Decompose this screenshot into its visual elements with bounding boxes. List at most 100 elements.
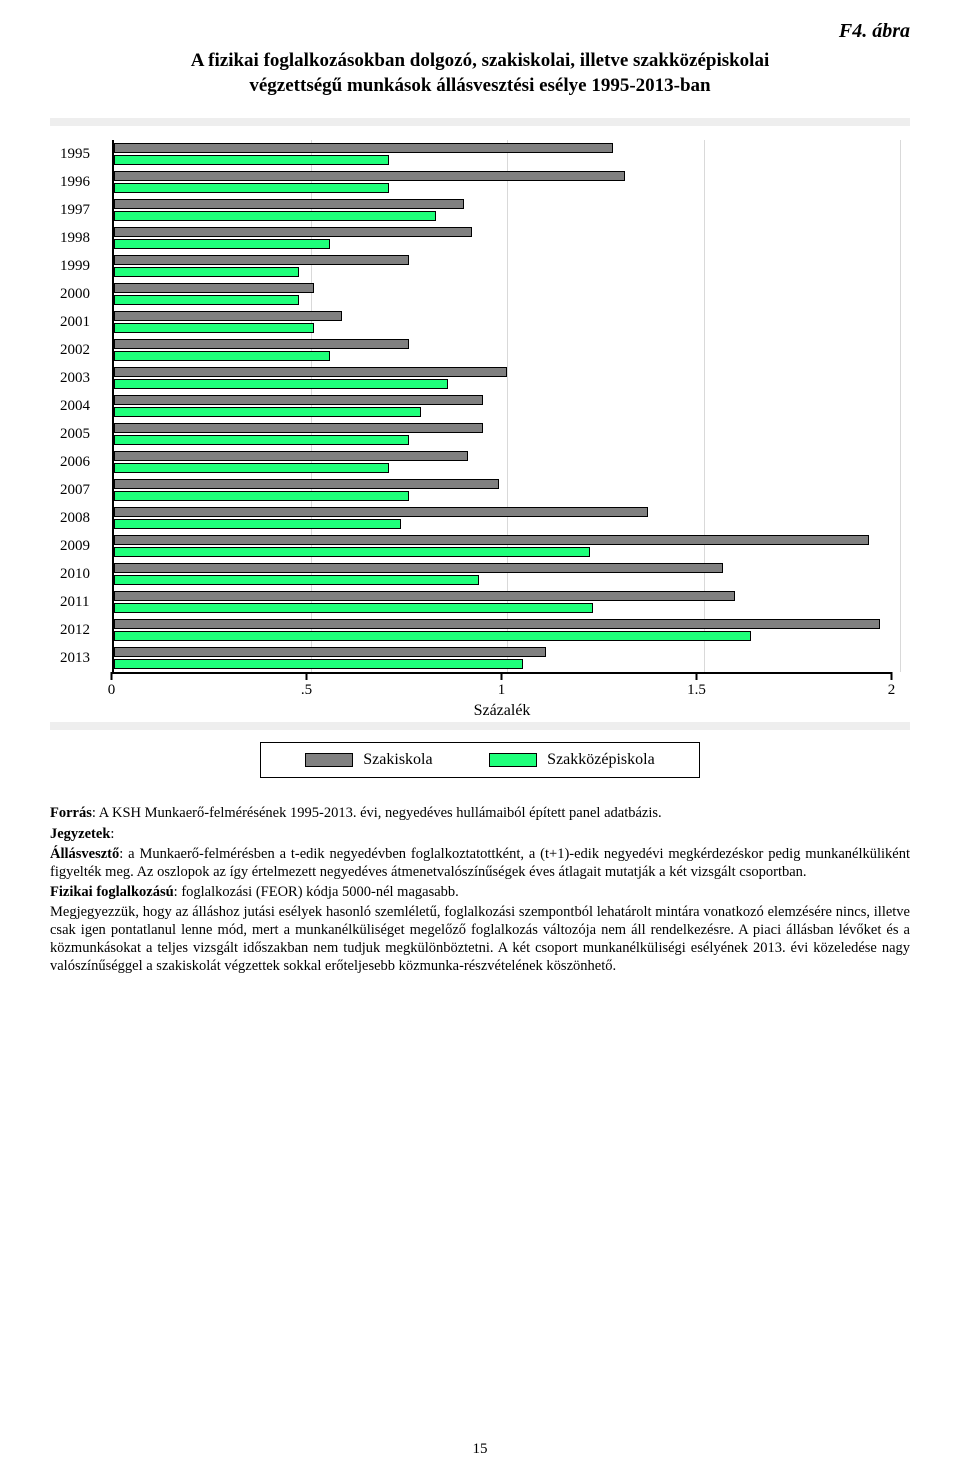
bar-szakiskola: [114, 255, 409, 265]
bar-row: [114, 140, 900, 168]
bar-szakiskola: [114, 199, 464, 209]
jobloss-text: : a Munkaerő-felmérésben a t-edik negyed…: [50, 846, 910, 880]
bar-szakiskola: [114, 647, 546, 657]
notes-colon: :: [110, 826, 114, 842]
x-tick-label: 1.5: [687, 682, 706, 699]
title-line1: A fizikai foglalkozásokban dolgozó, szak…: [191, 50, 770, 71]
bar-szakiskola: [114, 227, 472, 237]
bar-szakkozepiskola: [114, 323, 314, 333]
x-tick-label: .5: [301, 682, 312, 699]
y-tick-label: 2007: [60, 476, 104, 504]
bar-row: [114, 252, 900, 280]
x-axis: Százalék 0.511.52: [112, 672, 892, 722]
y-tick-label: 1995: [60, 140, 104, 168]
y-tick-label: 2009: [60, 532, 104, 560]
y-tick-label: 2002: [60, 336, 104, 364]
y-tick-label: 2004: [60, 392, 104, 420]
bar-row: [114, 308, 900, 336]
bar-szakiskola: [114, 619, 880, 629]
x-tick-label: 0: [108, 682, 116, 699]
figure-label: F4. ábra: [50, 20, 910, 43]
remark-text: Megjegyezzük, hogy az álláshoz jutási es…: [50, 903, 910, 976]
chart-container: 1995199619971998199920002001200220032004…: [50, 118, 910, 778]
notes-block: Forrás: A KSH Munkaerő-felmérésének 1995…: [50, 804, 910, 975]
bar-szakiskola: [114, 143, 613, 153]
bar-szakkozepiskola: [114, 575, 479, 585]
bar-row: [114, 336, 900, 364]
y-tick-label: 2013: [60, 644, 104, 672]
bar-szakkozepiskola: [114, 463, 389, 473]
bar-szakkozepiskola: [114, 435, 409, 445]
x-tick-mark: [891, 672, 893, 680]
y-tick-label: 2003: [60, 364, 104, 392]
y-tick-label: 2006: [60, 448, 104, 476]
y-tick-label: 2012: [60, 616, 104, 644]
x-tick-label: 1: [498, 682, 506, 699]
legend-label-a: Szakiskola: [363, 751, 432, 769]
physical-text: : foglalkozási (FEOR) kódja 5000-nél mag…: [174, 884, 459, 900]
bar-szakiskola: [114, 535, 869, 545]
legend-item-a: Szakiskola: [305, 751, 432, 769]
bar-row: [114, 364, 900, 392]
title-line2: végzettségű munkások állásvesztési esély…: [249, 75, 710, 96]
legend-swatch-b: [489, 753, 537, 767]
x-tick-mark: [111, 672, 113, 680]
bar-row: [114, 392, 900, 420]
bar-szakkozepiskola: [114, 155, 389, 165]
bar-szakkozepiskola: [114, 407, 421, 417]
bar-row: [114, 560, 900, 588]
bar-szakkozepiskola: [114, 379, 448, 389]
bar-szakkozepiskola: [114, 547, 590, 557]
chart-title: A fizikai foglalkozásokban dolgozó, szak…: [70, 49, 890, 98]
x-tick: 1.5: [697, 672, 698, 680]
y-tick-label: 1999: [60, 252, 104, 280]
x-tick: 0: [112, 672, 113, 680]
legend-swatch-a: [305, 753, 353, 767]
y-tick-label: 2011: [60, 588, 104, 616]
bar-szakiskola: [114, 423, 483, 433]
bar-szakiskola: [114, 367, 507, 377]
bar-szakkozepiskola: [114, 211, 436, 221]
bar-szakiskola: [114, 339, 409, 349]
y-tick-label: 1997: [60, 196, 104, 224]
bar-row: [114, 532, 900, 560]
y-tick-label: 1996: [60, 168, 104, 196]
bar-row: [114, 504, 900, 532]
bars-plot: [112, 140, 900, 672]
physical-label: Fizikai foglalkozású: [50, 884, 174, 900]
bar-row: [114, 448, 900, 476]
bar-szakkozepiskola: [114, 659, 523, 669]
legend: Szakiskola Szakközépiskola: [260, 742, 700, 778]
x-tick-label: 2: [888, 682, 896, 699]
y-tick-label: 1998: [60, 224, 104, 252]
plot-area: 1995199619971998199920002001200220032004…: [50, 118, 910, 730]
bar-szakiskola: [114, 479, 499, 489]
jobloss-label: Állásvesztő: [50, 846, 119, 862]
bar-szakkozepiskola: [114, 267, 299, 277]
bar-szakkozepiskola: [114, 519, 401, 529]
x-tick-mark: [306, 672, 308, 680]
bar-row: [114, 616, 900, 644]
bar-szakkozepiskola: [114, 491, 409, 501]
bar-row: [114, 168, 900, 196]
y-axis-labels: 1995199619971998199920002001200220032004…: [60, 140, 112, 672]
bar-szakkozepiskola: [114, 183, 389, 193]
bar-szakkozepiskola: [114, 239, 330, 249]
legend-item-b: Szakközépiskola: [489, 751, 655, 769]
bar-szakiskola: [114, 395, 483, 405]
bar-szakiskola: [114, 311, 342, 321]
bar-szakiskola: [114, 451, 468, 461]
x-tick-mark: [501, 672, 503, 680]
source-text: : A KSH Munkaerő-felmérésének 1995-2013.…: [92, 805, 662, 821]
bar-szakiskola: [114, 563, 723, 573]
x-tick: 2: [892, 672, 893, 680]
x-tick-mark: [696, 672, 698, 680]
bar-row: [114, 420, 900, 448]
x-tick: .5: [307, 672, 308, 680]
bar-row: [114, 196, 900, 224]
bar-row: [114, 588, 900, 616]
bar-szakkozepiskola: [114, 295, 299, 305]
bar-szakiskola: [114, 171, 625, 181]
bar-row: [114, 280, 900, 308]
bar-szakkozepiskola: [114, 603, 593, 613]
